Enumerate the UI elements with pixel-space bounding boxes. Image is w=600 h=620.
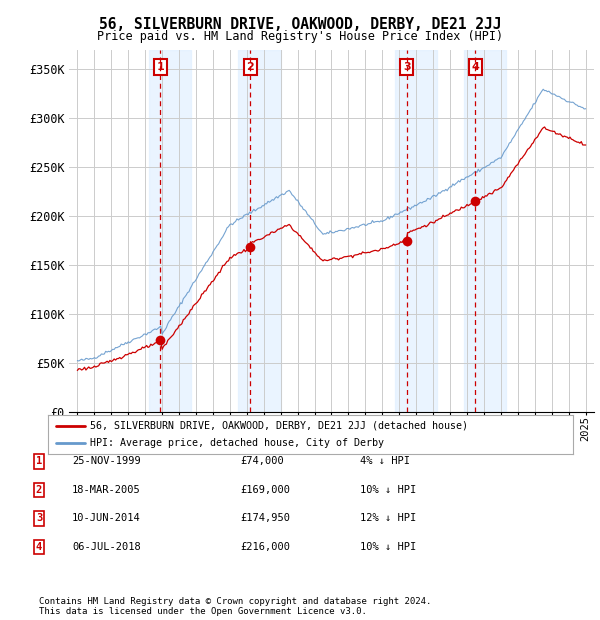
Text: 06-JUL-2018: 06-JUL-2018	[72, 542, 141, 552]
Text: £169,000: £169,000	[240, 485, 290, 495]
Text: 1: 1	[36, 456, 42, 466]
Text: £74,000: £74,000	[240, 456, 284, 466]
Text: 25-NOV-1999: 25-NOV-1999	[72, 456, 141, 466]
Text: 2: 2	[36, 485, 42, 495]
Text: Contains HM Land Registry data © Crown copyright and database right 2024.: Contains HM Land Registry data © Crown c…	[39, 597, 431, 606]
Text: 4: 4	[472, 62, 479, 73]
Text: 10% ↓ HPI: 10% ↓ HPI	[360, 542, 416, 552]
Bar	[238, 50, 281, 412]
Text: £216,000: £216,000	[240, 542, 290, 552]
Text: 4% ↓ HPI: 4% ↓ HPI	[360, 456, 410, 466]
Text: 2: 2	[247, 62, 254, 73]
Bar	[149, 50, 191, 412]
Text: 56, SILVERBURN DRIVE, OAKWOOD, DERBY, DE21 2JJ (detached house): 56, SILVERBURN DRIVE, OAKWOOD, DERBY, DE…	[90, 421, 468, 431]
Text: 1: 1	[157, 62, 164, 73]
Text: HPI: Average price, detached house, City of Derby: HPI: Average price, detached house, City…	[90, 438, 384, 448]
Bar	[464, 50, 506, 412]
Text: 10-JUN-2014: 10-JUN-2014	[72, 513, 141, 523]
Text: 12% ↓ HPI: 12% ↓ HPI	[360, 513, 416, 523]
Text: 18-MAR-2005: 18-MAR-2005	[72, 485, 141, 495]
Text: £174,950: £174,950	[240, 513, 290, 523]
Text: 4: 4	[36, 542, 42, 552]
Text: 10% ↓ HPI: 10% ↓ HPI	[360, 485, 416, 495]
Text: 3: 3	[36, 513, 42, 523]
Bar	[395, 50, 437, 412]
Text: 3: 3	[403, 62, 410, 73]
Text: 56, SILVERBURN DRIVE, OAKWOOD, DERBY, DE21 2JJ: 56, SILVERBURN DRIVE, OAKWOOD, DERBY, DE…	[99, 17, 501, 32]
Text: Price paid vs. HM Land Registry's House Price Index (HPI): Price paid vs. HM Land Registry's House …	[97, 30, 503, 43]
Text: This data is licensed under the Open Government Licence v3.0.: This data is licensed under the Open Gov…	[39, 607, 367, 616]
